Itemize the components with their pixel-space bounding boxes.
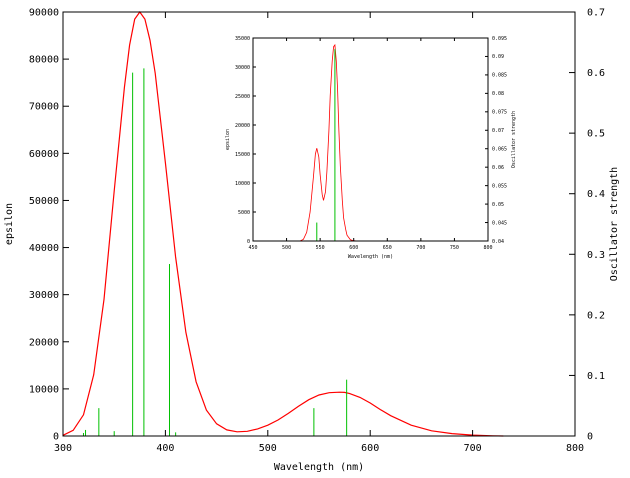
inset-y-tick-label: 0 xyxy=(247,239,250,245)
y-tick-label: 60000 xyxy=(29,149,59,160)
y2-tick-label: 0.7 xyxy=(587,8,605,19)
inset-y-tick-label: 20000 xyxy=(235,123,250,129)
inset-x-tick-label: 550 xyxy=(316,245,325,251)
inset-y2-tick-label: 0.09 xyxy=(492,54,504,60)
y2-tick-label: 0.5 xyxy=(587,129,605,140)
y2-tick-label: 0.1 xyxy=(587,371,605,382)
y2-tick-label: 0.2 xyxy=(587,310,605,321)
inset-y2-tick-label: 0.07 xyxy=(492,128,504,134)
inset-y2-tick-label: 0.075 xyxy=(492,110,507,116)
y2-tick-label: 0.4 xyxy=(587,189,605,200)
y-tick-label: 90000 xyxy=(29,8,59,19)
inset-y-tick-label: 30000 xyxy=(235,65,250,71)
inset-x-tick-label: 500 xyxy=(282,245,291,251)
inset-y2-tick-label: 0.05 xyxy=(492,202,504,208)
inset-y2-tick-label: 0.055 xyxy=(492,183,507,189)
absorption-curve xyxy=(62,10,504,437)
x-tick-label: 600 xyxy=(361,443,379,454)
y-tick-label: 0 xyxy=(53,432,59,443)
inset-y-tick-label: 25000 xyxy=(235,94,250,100)
y2-axis-title: Oscillator strength xyxy=(609,167,620,281)
inset-y2-axis-title: Oscillator strength xyxy=(511,111,517,168)
y2-tick-label: 0.6 xyxy=(587,68,605,79)
inset-y2-tick-label: 0.085 xyxy=(492,73,507,79)
inset-x-tick-label: 450 xyxy=(248,245,257,251)
y-tick-label: 40000 xyxy=(29,243,59,254)
inset-y-tick-label: 15000 xyxy=(235,152,250,158)
plot-frame xyxy=(62,11,576,437)
y2-tick-label: 0 xyxy=(587,432,593,443)
main-plot: 300 400 500 600 700 8000100002000030000400005… xyxy=(4,8,620,474)
y-axis-title: epsilon xyxy=(4,203,15,245)
y-tick-label: 20000 xyxy=(29,337,59,348)
y-tick-label: 50000 xyxy=(29,196,59,207)
y-tick-label: 30000 xyxy=(29,290,59,301)
inset-x-tick-label: 650 xyxy=(383,245,392,251)
inset-y2-tick-label: 0.04 xyxy=(492,239,504,245)
y2-tick-label: 0.3 xyxy=(587,250,605,261)
inset-x-tick-label: 750 xyxy=(450,245,459,251)
y-tick-label: 70000 xyxy=(29,102,59,113)
inset-y-tick-label: 10000 xyxy=(235,181,250,187)
inset-y-tick-label: 35000 xyxy=(235,36,250,42)
inset-plot-frame xyxy=(252,37,489,242)
x-axis-title: Wavelength (nm) xyxy=(274,462,364,473)
inset-y2-tick-label: 0.08 xyxy=(492,91,504,97)
inset-y-axis-title: epsilon xyxy=(225,129,231,150)
inset-y2-tick-label: 0.045 xyxy=(492,220,507,226)
inset-y2-tick-label: 0.065 xyxy=(492,146,507,152)
x-tick-label: 700 xyxy=(464,443,482,454)
inset-y2-tick-label: 0.06 xyxy=(492,165,504,171)
inset-x-tick-label: 700 xyxy=(416,245,425,251)
inset-y-tick-label: 5000 xyxy=(238,210,250,216)
inset-absorption-curve xyxy=(299,43,358,242)
inset-plot: 450 500 550 600 650 700 750 800 0 5000 10000 15000 2… xyxy=(225,36,517,260)
y-tick-label: 80000 xyxy=(29,55,59,66)
y-tick-label: 10000 xyxy=(29,384,59,395)
x-tick-label: 800 xyxy=(566,443,584,454)
inset-x-axis-title: Wavelength (nm) xyxy=(348,254,393,260)
x-tick-label: 300 xyxy=(54,443,72,454)
inset-y2-tick-label: 0.095 xyxy=(492,36,507,42)
x-tick-label: 400 xyxy=(156,443,174,454)
x-tick-label: 500 xyxy=(259,443,277,454)
inset-x-tick-label: 800 xyxy=(483,245,492,251)
inset-x-tick-label: 600 xyxy=(349,245,358,251)
